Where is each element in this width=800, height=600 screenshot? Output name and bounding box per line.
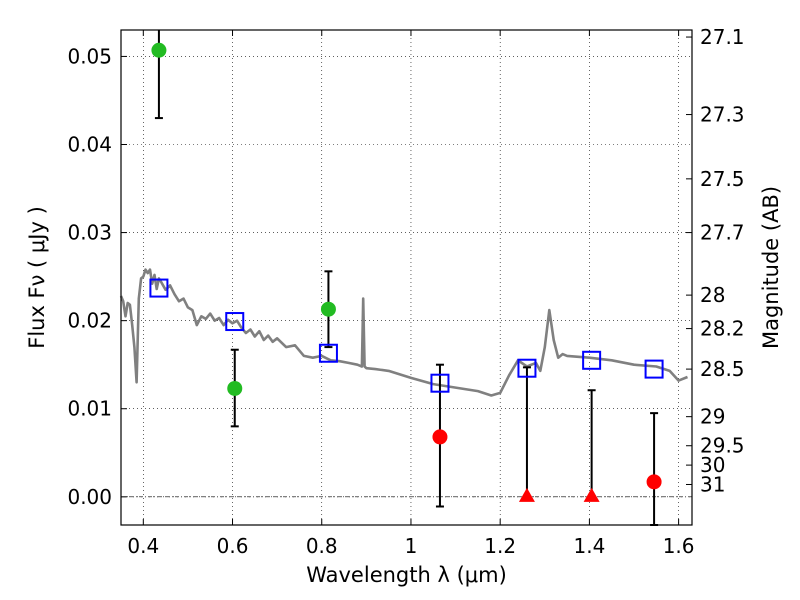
grid-lines	[121, 30, 692, 525]
model-point-square	[225, 312, 245, 332]
right-y-tick-label: 28.2	[700, 317, 745, 341]
y-tick-label: 0.00	[67, 485, 112, 509]
x-tick-label: 0.8	[306, 534, 338, 558]
right-y-tick-label: 27.3	[700, 103, 745, 127]
plot-frame	[120, 29, 693, 526]
right-y-tick-label: 27.5	[700, 167, 745, 191]
data-point-circle	[432, 429, 448, 445]
right-y-tick-label: 29	[700, 405, 725, 429]
spectrum-path	[119, 268, 688, 397]
x-axis-label: Wavelength λ (μm)	[306, 563, 507, 587]
data-point-circle	[646, 474, 662, 490]
axis-tick-labels: 0.4 0.6 0.8 1 1.2 1.4 1.6 0.00 0.01 0.02 0.03 0.04 0…	[67, 25, 744, 558]
axis-ticks	[121, 30, 692, 525]
model-point-square	[582, 350, 602, 370]
right-y-tick-label: 28.5	[700, 357, 745, 381]
x-tick-label: 1.4	[573, 534, 605, 558]
right-y-axis-label: Magnitude (AB)	[759, 186, 783, 349]
x-tick-label: 1.6	[663, 534, 695, 558]
y-tick-label: 0.05	[67, 44, 112, 68]
data-point-circle	[227, 380, 243, 396]
model-point-square	[644, 359, 664, 379]
model-point-square	[517, 358, 537, 378]
data-markers	[149, 42, 664, 502]
data-point-circle	[320, 301, 336, 317]
model-point-square	[149, 278, 169, 298]
right-y-tick-label: 31	[700, 472, 725, 496]
model-point-square	[318, 343, 338, 363]
upper-limit-triangle	[518, 487, 535, 502]
x-tick-label: 1.2	[484, 534, 516, 558]
x-tick-label: 1	[405, 534, 418, 558]
y-tick-label: 0.04	[67, 133, 112, 157]
right-y-tick-label: 29.5	[700, 434, 745, 458]
y-axis-label: Flux Fν ( μJy )	[25, 206, 49, 349]
x-tick-label: 0.6	[217, 534, 249, 558]
data-point-circle	[151, 42, 167, 58]
right-y-tick-label: 27.7	[700, 221, 745, 245]
y-tick-label: 0.01	[67, 397, 112, 421]
model-point-square	[430, 373, 450, 393]
upper-limit-triangle	[583, 487, 600, 502]
model-spectrum-line	[119, 268, 688, 397]
x-tick-label: 0.4	[127, 534, 159, 558]
right-y-tick-label: 30	[700, 453, 725, 477]
right-y-tick-label: 28	[700, 283, 725, 307]
right-y-tick-label: 27.1	[700, 25, 745, 49]
y-tick-label: 0.03	[67, 221, 112, 245]
y-tick-label: 0.02	[67, 309, 112, 333]
